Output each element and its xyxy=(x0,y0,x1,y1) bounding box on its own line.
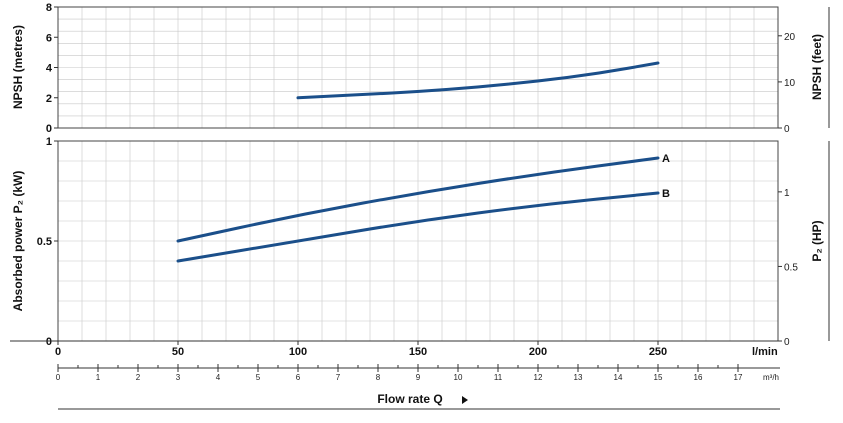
y-tick-label-left: 8 xyxy=(46,2,52,14)
x-tick-label-m3h: 15 xyxy=(654,373,663,382)
y-tick-label-right: 20 xyxy=(784,32,796,43)
npsh-curve-group xyxy=(296,61,660,100)
x-axis-lmin: l/min 0 50 100 150 200 250 xyxy=(10,340,780,358)
x-tick-label-lmin: 150 xyxy=(409,346,427,358)
x-tick-label-m3h: 2 xyxy=(136,373,141,382)
x-tick-label-m3h: 12 xyxy=(534,373,543,382)
npsh-panel: 0 2 4 6 8 0 10 20 NPSH (metres) NPSH (feet) xyxy=(11,2,830,135)
x-tick-label-m3h: 1 xyxy=(96,373,101,382)
x-axis-label: Flow rate Q xyxy=(377,392,442,406)
curve-b xyxy=(176,191,660,263)
npsh-ticks: 0 2 4 6 8 0 10 20 xyxy=(46,2,796,135)
y-tick-label-left: 6 xyxy=(46,32,52,44)
m3h-unit: m³/h xyxy=(763,373,779,382)
x-tick-label-m3h: 14 xyxy=(614,373,623,382)
y-tick-label-left: 1 xyxy=(46,136,52,148)
x-tick-label-m3h: 0 xyxy=(56,373,61,382)
curve-a xyxy=(176,156,660,243)
x-tick-label-m3h: 3 xyxy=(176,373,181,382)
arrow-right-icon xyxy=(462,396,468,404)
y-tick-label-right: 10 xyxy=(784,78,796,89)
npsh-curve xyxy=(296,61,660,100)
npsh-grid xyxy=(58,7,778,128)
x-tick-label-m3h: 4 xyxy=(216,373,221,382)
y-tick-label-left: 4 xyxy=(46,63,53,75)
y-tick-label-left: 2 xyxy=(46,93,52,105)
lmin-unit: l/min xyxy=(752,346,778,358)
power-ylabel-right: P₂ (HP) xyxy=(810,220,824,261)
y-tick-label-right: 0.5 xyxy=(784,262,798,273)
x-tick-label-m3h: 16 xyxy=(694,373,703,382)
x-tick-label-lmin: 250 xyxy=(649,346,667,358)
x-tick-label-m3h: 6 xyxy=(296,373,301,382)
y-tick-label-left: 0.5 xyxy=(37,236,52,248)
y-tick-label-right: 1 xyxy=(784,188,790,199)
x-tick-label-m3h: 11 xyxy=(494,373,503,382)
x-tick-label-m3h: 7 xyxy=(336,373,341,382)
x-tick-label-m3h: 9 xyxy=(416,373,421,382)
curve-label-b: B xyxy=(662,188,670,200)
power-grid xyxy=(58,141,778,341)
x-tick-label-m3h: 13 xyxy=(574,373,583,382)
y-tick-label-right: 0 xyxy=(784,337,790,348)
x-tick-label-m3h: 17 xyxy=(734,373,743,382)
npsh-ylabel-right: NPSH (feet) xyxy=(810,34,824,100)
y-tick-label-right: 0 xyxy=(784,124,790,135)
x-tick-label-m3h: 10 xyxy=(454,373,463,382)
x-tick-label-lmin: 200 xyxy=(529,346,547,358)
x-tick-label-lmin: 100 xyxy=(289,346,307,358)
power-ylabel-left: Absorbed power P₂ (kW) xyxy=(11,171,25,312)
power-curves-group: AB xyxy=(176,153,670,263)
x-tick-label-m3h: 5 xyxy=(256,373,261,382)
x-tick-label-lmin: 0 xyxy=(55,346,61,358)
y-tick-label-left: 0 xyxy=(46,336,52,348)
npsh-ylabel-left: NPSH (metres) xyxy=(11,25,25,109)
power-ticks: 0 0.5 1 0 0.5 1 xyxy=(37,136,799,348)
x-axis-m3h: m³/h 0 1 2 3 4 5 6 7 8 9 10 11 12 13 14 15 16 17 xyxy=(56,364,780,382)
x-tick-label-m3h: 8 xyxy=(376,373,381,382)
x-tick-label-lmin: 50 xyxy=(172,346,184,358)
curve-label-a: A xyxy=(662,153,670,165)
y-tick-label-left: 0 xyxy=(46,123,52,135)
